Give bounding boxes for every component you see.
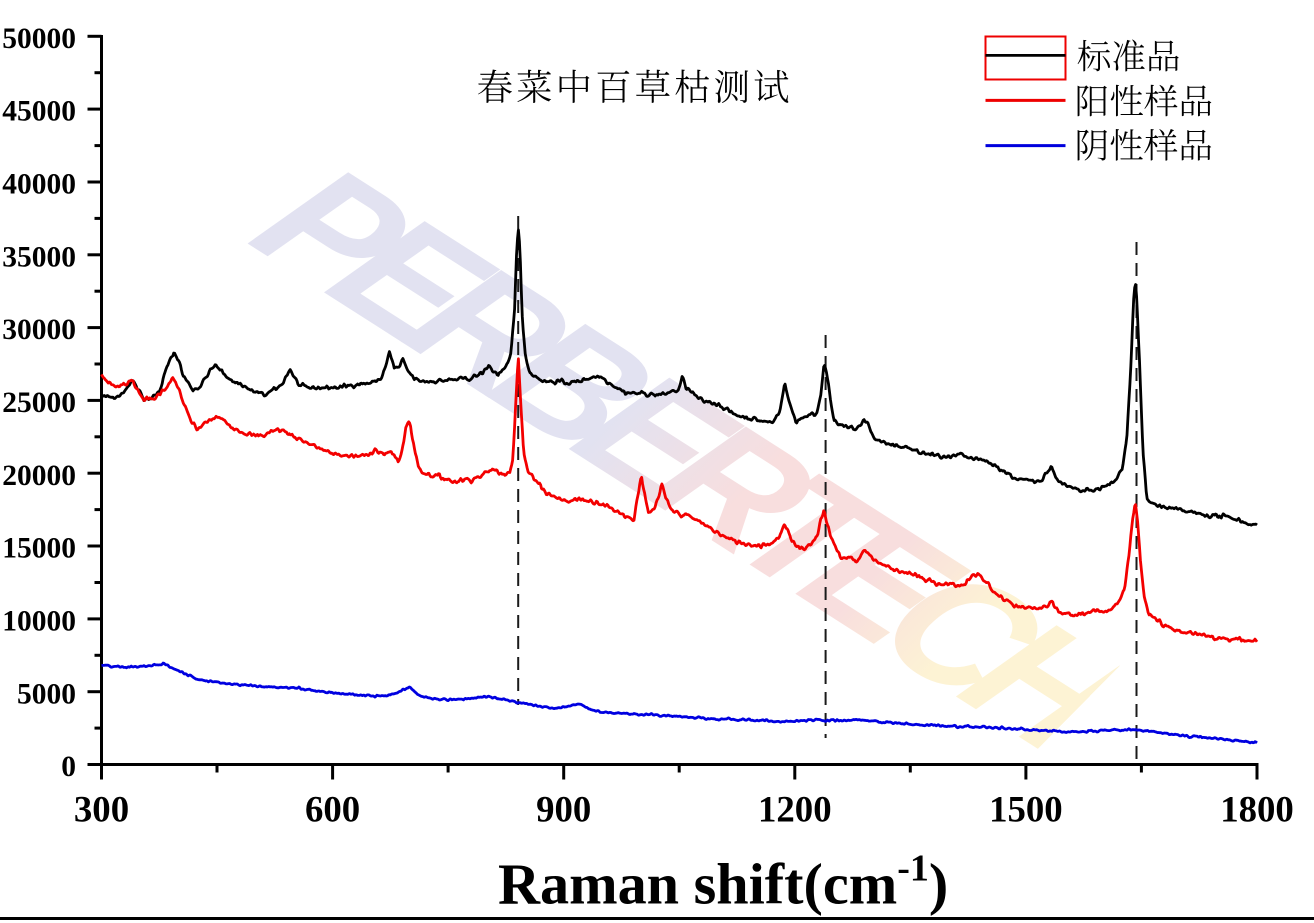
svg-text:15000: 15000 — [2, 533, 76, 565]
svg-text:20000: 20000 — [2, 460, 76, 492]
svg-text:30000: 30000 — [2, 314, 76, 346]
svg-text:300: 300 — [74, 789, 129, 830]
svg-text:25000: 25000 — [2, 387, 76, 419]
svg-text:0: 0 — [61, 751, 76, 783]
svg-text:45000: 45000 — [2, 96, 76, 128]
svg-text:35000: 35000 — [2, 241, 76, 273]
svg-text:1500: 1500 — [989, 789, 1063, 830]
svg-text:50000: 50000 — [2, 23, 76, 55]
svg-text:5000: 5000 — [17, 678, 76, 710]
svg-text:10000: 10000 — [2, 606, 76, 638]
svg-text:40000: 40000 — [2, 169, 76, 201]
svg-text:900: 900 — [536, 789, 591, 830]
svg-text:1200: 1200 — [758, 789, 832, 830]
svg-text:600: 600 — [305, 789, 360, 830]
svg-text:Raman shift(cm-1): Raman shift(cm-1) — [498, 848, 948, 917]
svg-text:1800: 1800 — [1220, 789, 1294, 830]
